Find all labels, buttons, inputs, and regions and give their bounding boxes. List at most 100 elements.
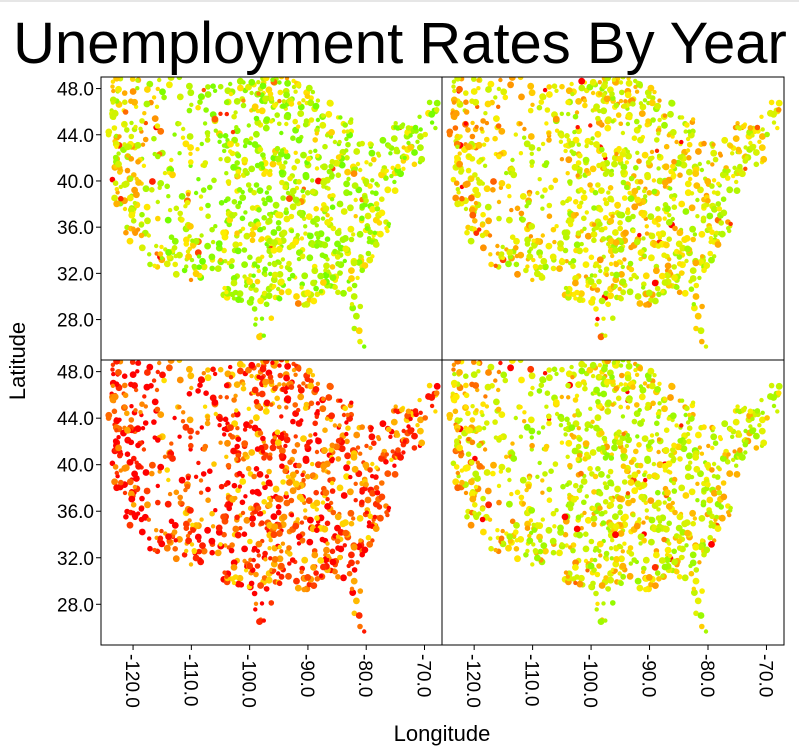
- data-point: [159, 244, 164, 250]
- data-point: [324, 503, 331, 510]
- data-point: [152, 263, 157, 268]
- data-point: [117, 169, 123, 175]
- data-point: [433, 409, 438, 414]
- data-point: [255, 221, 262, 227]
- data-point: [185, 249, 191, 254]
- data-point: [397, 454, 404, 461]
- data-point: [619, 434, 627, 442]
- data-point: [584, 451, 590, 458]
- data-point: [262, 484, 268, 491]
- data-point: [399, 123, 405, 130]
- data-point: [135, 369, 140, 374]
- data-point: [692, 516, 698, 521]
- data-point: [631, 557, 637, 563]
- data-point: [176, 251, 183, 259]
- data-point: [538, 538, 543, 543]
- data-point: [641, 212, 647, 219]
- data-point: [384, 186, 392, 194]
- data-point: [645, 289, 653, 297]
- data-point: [463, 90, 469, 96]
- data-point: [750, 133, 755, 138]
- data-point: [371, 440, 377, 447]
- data-point: [569, 81, 574, 87]
- data-point: [337, 423, 342, 428]
- data-point: [498, 360, 503, 366]
- data-point: [589, 78, 597, 86]
- data-point: [308, 433, 313, 438]
- data-point: [141, 447, 147, 452]
- data-point: [705, 481, 711, 488]
- data-point: [157, 127, 165, 135]
- data-point: [320, 179, 328, 187]
- data-point: [234, 443, 240, 450]
- data-point: [274, 439, 282, 446]
- data-point: [351, 182, 359, 190]
- data-point: [357, 303, 364, 310]
- data-point: [700, 215, 707, 222]
- y-tick-label: 28.0: [57, 595, 94, 616]
- data-point: [200, 471, 207, 477]
- data-point: [604, 360, 612, 365]
- data-point: [176, 536, 183, 543]
- data-point: [625, 433, 630, 438]
- data-point: [287, 266, 293, 273]
- data-point: [189, 385, 194, 391]
- data-point: [187, 427, 195, 435]
- data-point: [679, 139, 684, 145]
- data-point: [474, 124, 479, 130]
- data-point: [211, 177, 217, 184]
- data-point: [472, 502, 478, 508]
- data-point: [574, 393, 580, 398]
- data-point: [596, 278, 602, 285]
- data-point: [575, 381, 582, 388]
- data-point: [674, 568, 680, 575]
- data-point: [464, 514, 470, 520]
- data-point: [517, 77, 524, 81]
- data-point: [235, 487, 241, 494]
- data-point: [604, 124, 612, 132]
- data-point: [185, 253, 193, 260]
- data-point: [393, 430, 400, 436]
- data-point: [620, 360, 626, 363]
- data-point: [622, 257, 627, 262]
- data-point: [570, 91, 575, 97]
- data-point: [648, 516, 656, 524]
- data-point: [196, 177, 201, 182]
- data-point: [710, 162, 715, 167]
- data-point: [618, 382, 624, 387]
- data-point: [573, 296, 578, 301]
- data-point: [490, 178, 497, 185]
- data-point: [775, 390, 782, 396]
- data-point: [480, 118, 486, 124]
- data-point: [674, 139, 679, 145]
- data-point: [626, 114, 633, 121]
- data-point: [687, 129, 692, 134]
- data-point: [530, 102, 535, 108]
- data-point: [223, 99, 230, 106]
- data-point: [349, 302, 355, 307]
- data-point: [268, 498, 274, 503]
- data-point: [373, 474, 379, 480]
- data-point: [593, 424, 600, 432]
- data-point: [228, 364, 233, 370]
- data-point: [464, 229, 470, 236]
- data-point: [469, 156, 476, 162]
- data-point: [564, 416, 570, 423]
- data-point: [138, 244, 146, 252]
- data-point: [279, 163, 286, 171]
- data-point: [622, 229, 629, 237]
- data-point: [218, 157, 223, 162]
- data-point: [184, 264, 189, 269]
- data-point: [468, 206, 476, 214]
- data-point: [265, 217, 273, 225]
- data-point: [466, 437, 471, 442]
- data-point: [575, 230, 582, 236]
- data-point: [326, 470, 331, 475]
- data-point: [495, 123, 502, 129]
- data-point: [253, 182, 260, 188]
- data-point: [378, 209, 386, 217]
- data-point: [750, 416, 755, 422]
- data-point: [546, 497, 553, 504]
- data-point: [479, 126, 484, 131]
- data-point: [253, 571, 259, 578]
